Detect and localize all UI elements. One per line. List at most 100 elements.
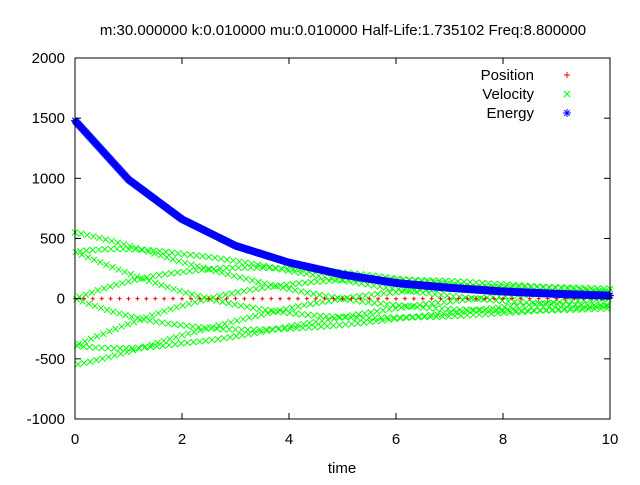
velocity-point — [383, 300, 391, 308]
velocity-point — [257, 328, 265, 336]
velocity-point — [309, 271, 317, 279]
velocity-point — [115, 266, 122, 273]
velocity-point — [278, 266, 286, 273]
velocity-point — [149, 272, 157, 280]
velocity-point — [104, 344, 112, 352]
velocity-point — [174, 269, 181, 276]
velocity-point — [290, 268, 298, 276]
position-point — [206, 296, 211, 301]
velocity-point — [252, 285, 260, 293]
x-tick-label: 4 — [285, 431, 293, 448]
velocity-point — [119, 279, 126, 287]
velocity-point — [281, 323, 289, 331]
position-point — [322, 296, 327, 301]
x-tick-label: 2 — [178, 431, 186, 448]
velocity-point — [355, 311, 362, 318]
velocity-point — [129, 346, 137, 354]
velocity-point — [95, 246, 103, 253]
position-point — [420, 296, 425, 301]
velocity-point — [151, 279, 159, 287]
velocity-point — [320, 277, 327, 285]
x-tick-label: 8 — [499, 431, 507, 448]
velocity-point — [391, 304, 399, 312]
velocity-point — [506, 309, 514, 316]
position-point — [278, 296, 283, 301]
velocity-point — [324, 316, 332, 324]
velocity-point — [446, 309, 453, 317]
velocity-point — [512, 308, 520, 316]
velocity-point — [243, 303, 251, 311]
position-point — [126, 296, 131, 301]
velocity-point — [556, 298, 563, 306]
legend-label: Velocity — [482, 86, 534, 103]
velocity-point — [373, 307, 381, 315]
velocity-point — [80, 343, 87, 350]
velocity-point — [285, 285, 293, 293]
velocity-point — [434, 299, 442, 307]
velocity-point — [389, 301, 397, 309]
velocity-point — [300, 301, 308, 309]
position-point — [331, 296, 336, 301]
velocity-point — [231, 301, 239, 308]
velocity-point — [426, 304, 433, 312]
velocity-point — [211, 254, 219, 262]
position-point — [385, 296, 390, 301]
velocity-point — [178, 331, 186, 339]
velocity-point — [169, 255, 177, 263]
velocity-point — [89, 233, 97, 240]
velocity-point — [126, 242, 134, 250]
velocity-point — [235, 264, 242, 272]
velocity-point — [237, 302, 245, 310]
velocity-point — [251, 329, 258, 337]
velocity-point — [144, 246, 151, 254]
velocity-point — [335, 313, 343, 321]
plot-area — [71, 116, 614, 368]
velocity-point — [115, 310, 123, 317]
position-point — [90, 296, 95, 301]
velocity-point — [415, 313, 423, 320]
velocity-point — [138, 246, 146, 254]
legend-marker — [563, 109, 571, 117]
velocity-point — [180, 250, 188, 258]
velocity-point — [83, 247, 90, 254]
velocity-point — [214, 335, 222, 343]
velocity-point — [323, 322, 331, 330]
velocity-point — [182, 289, 190, 297]
velocity-point — [403, 314, 411, 321]
velocity-point — [287, 325, 294, 332]
velocity-point — [133, 273, 141, 280]
position-point — [251, 296, 256, 301]
velocity-point — [229, 264, 236, 272]
velocity-point — [303, 270, 310, 278]
legend-label: Energy — [486, 105, 534, 122]
velocity-point — [517, 298, 524, 306]
series-energy — [71, 116, 614, 300]
x-tick-label: 10 — [602, 431, 619, 448]
velocity-point — [117, 350, 125, 358]
velocity-point — [219, 325, 227, 333]
velocity-point — [312, 318, 320, 326]
velocity-point — [294, 303, 302, 310]
velocity-point — [111, 352, 119, 359]
velocity-point — [535, 299, 543, 307]
velocity-point — [166, 335, 174, 343]
y-tick-label: 2000 — [32, 50, 65, 67]
velocity-point — [310, 290, 317, 298]
velocity-point — [307, 278, 315, 286]
velocity-point — [193, 252, 200, 259]
position-point — [394, 296, 398, 301]
velocity-point — [235, 258, 243, 265]
velocity-point — [190, 338, 197, 346]
position-point — [81, 296, 86, 301]
velocity-point — [371, 299, 378, 307]
velocity-point — [186, 267, 193, 275]
position-point — [411, 296, 416, 301]
velocity-point — [184, 330, 192, 337]
velocity-point — [433, 313, 440, 321]
velocity-point — [525, 301, 533, 309]
velocity-point — [177, 339, 185, 347]
velocity-point — [248, 277, 256, 284]
position-point — [492, 296, 497, 301]
velocity-point — [97, 304, 105, 312]
